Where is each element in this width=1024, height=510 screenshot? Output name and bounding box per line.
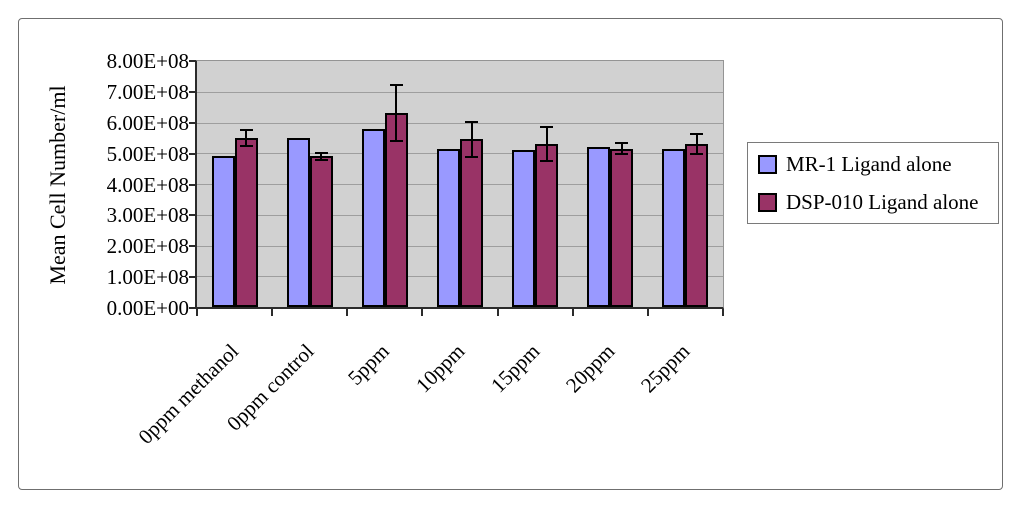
- y-axis-tick-mark: [189, 307, 196, 309]
- error-bar-cap-top: [465, 120, 478, 123]
- error-bar-cap-bottom: [615, 152, 629, 155]
- y-axis-tick-mark: [189, 276, 196, 279]
- bar-series-0-5ppm: [361, 128, 385, 307]
- bar-series-0-0ppm-methanol: [211, 156, 235, 307]
- x-axis-category-label: 10ppm: [410, 339, 469, 398]
- x-axis-category-label: 0ppm methanol: [133, 339, 244, 449]
- legend: MR-1 Ligand alone DSP-010 Ligand alone: [747, 142, 999, 224]
- error-bar-cap-bottom: [465, 155, 478, 158]
- error-bar: [320, 151, 323, 161]
- y-axis-tick-label: 7.00E+08: [106, 79, 189, 104]
- y-axis-tick-label: 5.00E+08: [106, 141, 189, 166]
- bar-series-1-20ppm: [610, 148, 634, 307]
- y-axis-title: Mean Cell Number/ml: [45, 85, 70, 285]
- legend-swatch-1: [758, 192, 777, 212]
- y-axis-tick-label: 8.00E+08: [106, 49, 189, 73]
- x-axis-tick-mark: [346, 309, 349, 316]
- error-bar-cap-bottom: [389, 140, 403, 143]
- bar-series-0-0ppm-control: [286, 137, 310, 307]
- y-axis-tick-mark: [189, 183, 196, 186]
- y-axis-tick-label: 3.00E+08: [106, 203, 189, 228]
- bar-series-1-0ppm-control: [309, 156, 333, 307]
- error-bar: [695, 133, 698, 155]
- x-axis-category-label: 20ppm: [561, 339, 620, 398]
- bar-series-0-15ppm: [512, 150, 536, 307]
- y-axis-tick-mark: [189, 121, 196, 124]
- error-bar: [545, 125, 548, 163]
- gridline: [197, 91, 723, 93]
- y-axis-tick-label: 0.00E+00: [106, 296, 189, 320]
- x-axis-tick-mark: [421, 309, 424, 316]
- error-bar-cap-top: [615, 142, 629, 145]
- legend-label: MR-1 Ligand alone: [786, 151, 952, 176]
- x-axis-tick-mark: [646, 309, 649, 316]
- legend-item: MR-1 Ligand alone: [758, 152, 988, 177]
- error-bar-cap-top: [389, 84, 403, 87]
- error-bar: [620, 142, 623, 155]
- bars-layer: [197, 61, 723, 307]
- x-axis-category-label: 25ppm: [636, 339, 695, 398]
- error-bar-cap-bottom: [690, 152, 704, 155]
- x-axis-tick-mark: [571, 309, 574, 316]
- error-bar-cap-top: [540, 125, 554, 128]
- bar-series-0-10ppm: [437, 148, 460, 307]
- bar-series-1-15ppm: [535, 144, 559, 307]
- y-axis-tick-mark: [189, 245, 196, 248]
- y-axis-tick-mark: [189, 60, 196, 62]
- bar-series-1-25ppm: [685, 144, 709, 307]
- x-axis-category-label: 15ppm: [485, 339, 545, 398]
- y-axis-tick-mark: [189, 90, 196, 93]
- y-axis-tick-label: 1.00E+08: [106, 265, 189, 290]
- error-bar-cap-bottom: [239, 145, 253, 148]
- x-axis-tick-mark: [196, 309, 198, 316]
- x-axis-tick-mark: [722, 309, 724, 316]
- error-bar: [470, 120, 473, 158]
- bar-series-1-0ppm-methanol: [234, 137, 258, 307]
- gridline: [197, 122, 723, 124]
- legend-item: DSP-010 Ligand alone: [758, 190, 988, 215]
- error-bar-cap-bottom: [540, 160, 554, 163]
- bar-series-1-10ppm: [460, 139, 483, 307]
- y-axis-tick-mark: [189, 152, 196, 155]
- legend-swatch-0: [758, 154, 777, 174]
- error-bar: [245, 128, 248, 148]
- x-axis-tick-mark: [496, 309, 499, 316]
- error-bar-cap-top: [239, 128, 253, 131]
- y-axis-tick-label: 2.00E+08: [106, 234, 189, 259]
- x-axis-category-label: 5ppm: [343, 339, 394, 390]
- legend-label: DSP-010 Ligand alone: [786, 189, 979, 214]
- error-bar-cap-bottom: [314, 158, 328, 161]
- plot-area: [195, 60, 724, 309]
- y-axis-tick-label: 6.00E+08: [106, 110, 189, 135]
- bar-series-0-20ppm: [587, 147, 611, 307]
- y-axis-tick-label: 4.00E+08: [106, 172, 189, 197]
- bar-series-0-25ppm: [662, 148, 686, 307]
- error-bar-cap-top: [314, 151, 328, 154]
- x-axis-tick-mark: [271, 309, 274, 316]
- error-bar-cap-top: [690, 133, 704, 136]
- y-axis-tick-mark: [189, 214, 196, 217]
- error-bar: [395, 84, 398, 143]
- chart-outer-border: Mean Cell Number/ml 0.00E+00 1.00E+08 2.00…: [18, 18, 1003, 490]
